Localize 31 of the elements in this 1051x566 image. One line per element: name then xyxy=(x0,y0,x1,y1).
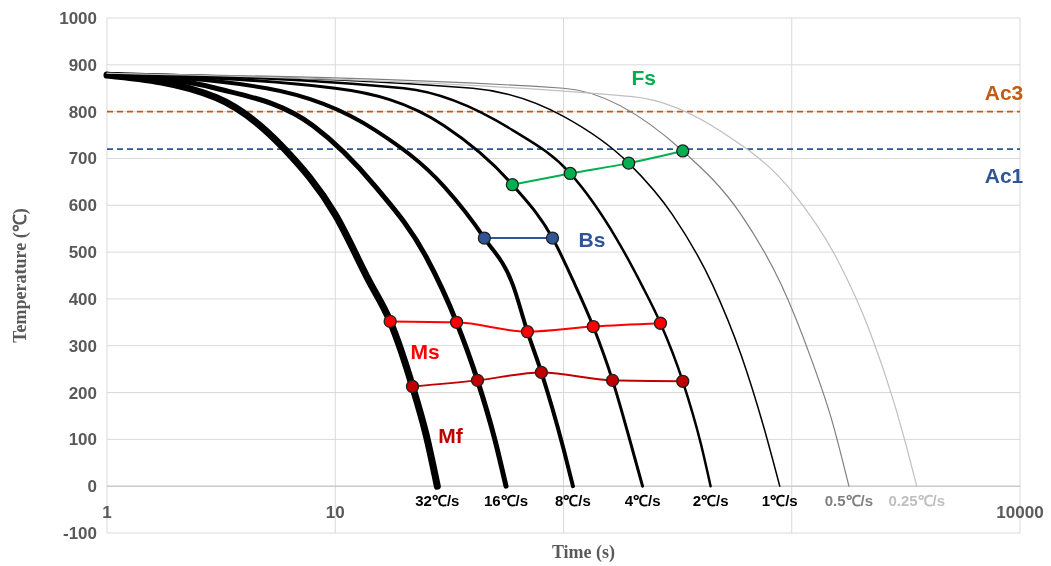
y-tick-label: 300 xyxy=(68,336,97,356)
x-axis-title: Time (s) xyxy=(551,542,616,563)
series-label: 0.5℃/s xyxy=(824,492,874,510)
y-tick-label: 900 xyxy=(68,55,97,75)
series-label: Bs xyxy=(578,228,606,252)
series-label: 16℃/s xyxy=(483,492,529,510)
series-label: 8℃/s xyxy=(555,492,591,510)
series-label: 1℃/s xyxy=(761,492,798,510)
y-tick-label: 100 xyxy=(68,430,97,450)
ref-line-label: Ac3 xyxy=(984,80,1024,104)
series-label: 0.25℃/s xyxy=(888,492,946,510)
y-axis-title: Temperature (℃) xyxy=(10,208,31,343)
series-label: 4℃/s xyxy=(624,492,661,510)
y-tick-label: 1000 xyxy=(59,9,97,28)
x-tick-label: 10000 xyxy=(996,503,1044,523)
series-label: 2℃/s xyxy=(692,492,729,510)
x-tick-label: 10 xyxy=(325,503,345,523)
text: Fs xyxy=(631,66,656,90)
y-tick-label: 200 xyxy=(68,383,97,403)
y-tick-label: -100 xyxy=(62,524,97,543)
y-tick-label: 600 xyxy=(68,196,97,216)
y-tick-label: 400 xyxy=(68,289,97,309)
y-tick-label: 700 xyxy=(68,149,97,169)
y-tick-label: 500 xyxy=(68,243,97,263)
x-tick-label: 1 xyxy=(102,503,112,523)
series-label: 32℃/s xyxy=(415,492,460,510)
y-tick-label: 800 xyxy=(68,102,97,122)
ref-line-label: Ac1 xyxy=(984,164,1024,188)
y-tick-label: 0 xyxy=(87,477,97,497)
series-label: Ms xyxy=(410,340,440,364)
series-label: Mf xyxy=(438,424,464,448)
